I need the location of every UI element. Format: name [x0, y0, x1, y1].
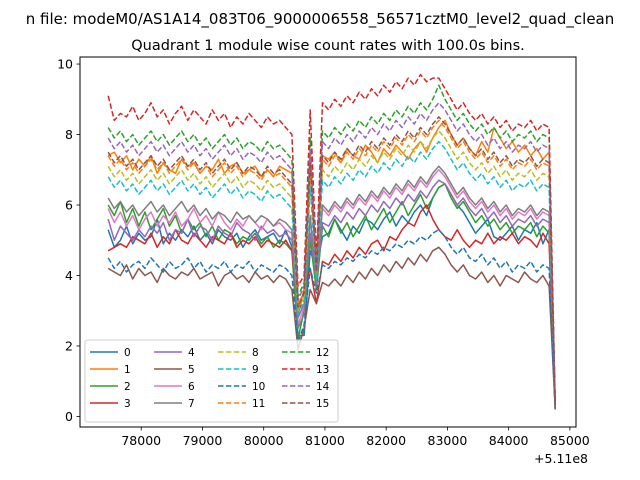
x-tick-label: 78000 [121, 433, 161, 448]
legend-label-12: 12 [316, 347, 329, 359]
x-tick-label: 80000 [244, 433, 284, 448]
legend-label-8: 8 [252, 347, 259, 359]
y-tick-label: 6 [65, 198, 73, 213]
series-layer [107, 73, 556, 410]
series-line-15 [107, 116, 556, 406]
legend-label-9: 9 [252, 364, 259, 376]
legend-label-0: 0 [124, 347, 131, 359]
x-axis-offset-label: +5.11e8 [534, 451, 588, 466]
y-tick-label: 8 [65, 127, 73, 142]
ticks-layer: 78000 79000 80000 81000 82000 83000 84000 85000… [57, 57, 590, 448]
y-tick-label: 2 [65, 338, 73, 353]
x-tick-label: 81000 [305, 433, 345, 448]
series-line-4 [107, 179, 556, 406]
legend-label-4: 4 [188, 347, 195, 359]
series-line-5 [107, 246, 556, 410]
legend-label-15: 15 [316, 398, 329, 410]
legend-label-10: 10 [252, 381, 265, 393]
legend-label-5: 5 [188, 364, 195, 376]
figure-suptitle: n file: modeM0/AS1A14_083T06_9000006558_… [26, 10, 615, 29]
series-line-12 [107, 84, 556, 403]
series-line-13 [107, 73, 556, 403]
series-line-7 [107, 165, 556, 406]
legend-label-7: 7 [188, 398, 195, 410]
x-tick-label: 85000 [550, 433, 590, 448]
x-tick-label: 79000 [183, 433, 223, 448]
legend-label-14: 14 [316, 381, 330, 393]
series-line-8 [107, 130, 556, 406]
axes-frame [79, 56, 577, 428]
x-tick-label: 83000 [428, 433, 468, 448]
legend-label-1: 1 [124, 364, 131, 376]
series-line-14 [107, 102, 556, 403]
legend-label-13: 13 [316, 364, 329, 376]
legend-label-3: 3 [124, 398, 131, 410]
series-line-9 [107, 140, 556, 406]
x-tick-label: 84000 [489, 433, 529, 448]
series-line-11 [107, 119, 556, 406]
chart-title: Quadrant 1 module wise count rates with … [131, 38, 525, 54]
x-tick-label: 82000 [366, 433, 406, 448]
legend-label-2: 2 [124, 381, 131, 393]
legend-label-11: 11 [252, 398, 265, 410]
series-line-3 [107, 204, 556, 410]
series-line-6 [107, 169, 556, 406]
y-tick-label: 0 [65, 409, 73, 424]
y-tick-label: 4 [65, 268, 73, 283]
series-line-10 [107, 228, 556, 410]
legend-box [84, 339, 339, 423]
legend-label-6: 6 [188, 381, 195, 393]
y-tick-label: 10 [57, 57, 73, 72]
